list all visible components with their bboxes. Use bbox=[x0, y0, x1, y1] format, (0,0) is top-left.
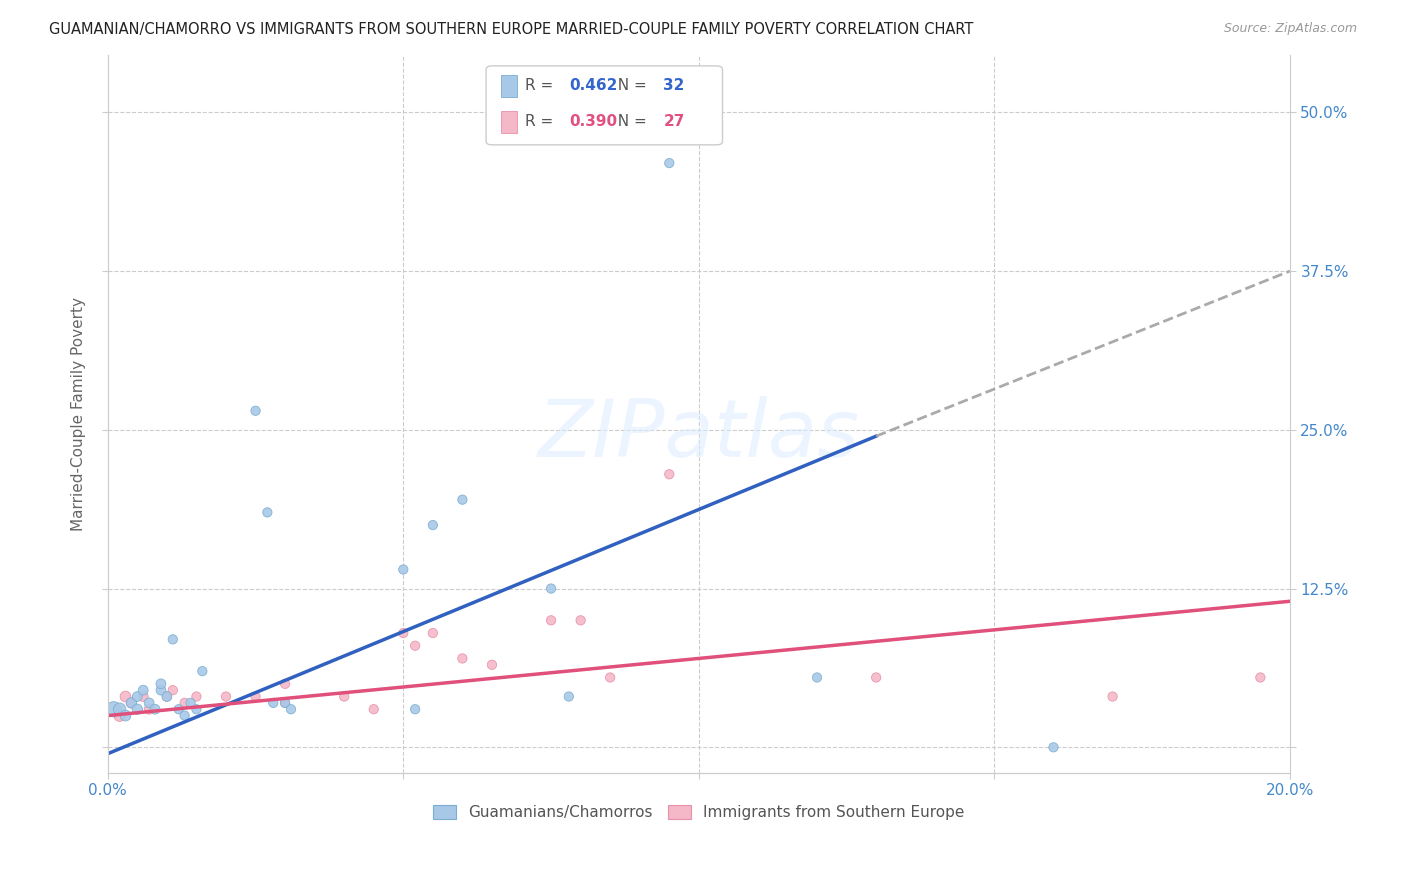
Point bbox=[138, 696, 160, 710]
Point bbox=[392, 626, 415, 640]
Point bbox=[274, 696, 297, 710]
Text: GUAMANIAN/CHAMORRO VS IMMIGRANTS FROM SOUTHERN EUROPE MARRIED-COUPLE FAMILY POVE: GUAMANIAN/CHAMORRO VS IMMIGRANTS FROM SO… bbox=[49, 22, 973, 37]
Text: 0.462: 0.462 bbox=[569, 78, 617, 94]
Point bbox=[120, 696, 142, 710]
Point bbox=[262, 696, 284, 710]
Point bbox=[806, 671, 828, 685]
Y-axis label: Married-Couple Family Poverty: Married-Couple Family Poverty bbox=[72, 297, 86, 531]
Point bbox=[404, 639, 426, 653]
Point bbox=[1042, 740, 1064, 755]
Point bbox=[333, 690, 356, 704]
Point bbox=[481, 657, 503, 672]
Point bbox=[245, 690, 267, 704]
Point bbox=[132, 690, 155, 704]
Point bbox=[1249, 671, 1271, 685]
Point bbox=[156, 690, 179, 704]
Point bbox=[404, 702, 426, 716]
Point bbox=[558, 690, 581, 704]
FancyBboxPatch shape bbox=[502, 75, 517, 96]
Point bbox=[138, 702, 160, 716]
Point bbox=[186, 690, 208, 704]
Text: 27: 27 bbox=[664, 114, 685, 129]
Text: R =: R = bbox=[524, 114, 558, 129]
Point bbox=[274, 696, 297, 710]
Point bbox=[451, 492, 474, 507]
Point bbox=[132, 683, 155, 698]
Point bbox=[114, 690, 136, 704]
Point bbox=[167, 702, 190, 716]
Point bbox=[127, 702, 149, 716]
Point bbox=[540, 582, 562, 596]
Text: N =: N = bbox=[607, 78, 651, 94]
Point bbox=[599, 671, 621, 685]
Point bbox=[103, 702, 125, 716]
Point bbox=[363, 702, 385, 716]
Point bbox=[245, 403, 267, 417]
Point bbox=[180, 696, 202, 710]
Point bbox=[173, 708, 195, 723]
Point bbox=[658, 156, 681, 170]
Point bbox=[156, 690, 179, 704]
Text: 32: 32 bbox=[664, 78, 685, 94]
Text: R =: R = bbox=[524, 78, 558, 94]
Point bbox=[108, 702, 131, 716]
Point bbox=[422, 518, 444, 533]
Text: Source: ZipAtlas.com: Source: ZipAtlas.com bbox=[1223, 22, 1357, 36]
Legend: Guamanians/Chamorros, Immigrants from Southern Europe: Guamanians/Chamorros, Immigrants from So… bbox=[427, 799, 970, 826]
FancyBboxPatch shape bbox=[486, 66, 723, 145]
Point bbox=[162, 683, 184, 698]
Point bbox=[865, 671, 887, 685]
Point bbox=[149, 683, 172, 698]
Point bbox=[540, 613, 562, 627]
FancyBboxPatch shape bbox=[502, 112, 517, 133]
Text: 0.390: 0.390 bbox=[569, 114, 617, 129]
Text: N =: N = bbox=[607, 114, 651, 129]
Point bbox=[108, 708, 131, 723]
Point bbox=[127, 690, 149, 704]
Point bbox=[569, 613, 592, 627]
Point bbox=[215, 690, 238, 704]
Point bbox=[173, 696, 195, 710]
Point bbox=[422, 626, 444, 640]
Point bbox=[149, 677, 172, 691]
Point bbox=[120, 696, 142, 710]
Point bbox=[280, 702, 302, 716]
Point bbox=[256, 505, 278, 519]
Point bbox=[191, 664, 214, 678]
Text: ZIPatlas: ZIPatlas bbox=[537, 396, 860, 475]
Point bbox=[1101, 690, 1123, 704]
Point bbox=[274, 677, 297, 691]
Point bbox=[143, 702, 166, 716]
Point bbox=[162, 632, 184, 647]
Point bbox=[658, 467, 681, 482]
Point bbox=[114, 708, 136, 723]
Point bbox=[392, 562, 415, 576]
Point bbox=[451, 651, 474, 665]
Point bbox=[186, 702, 208, 716]
